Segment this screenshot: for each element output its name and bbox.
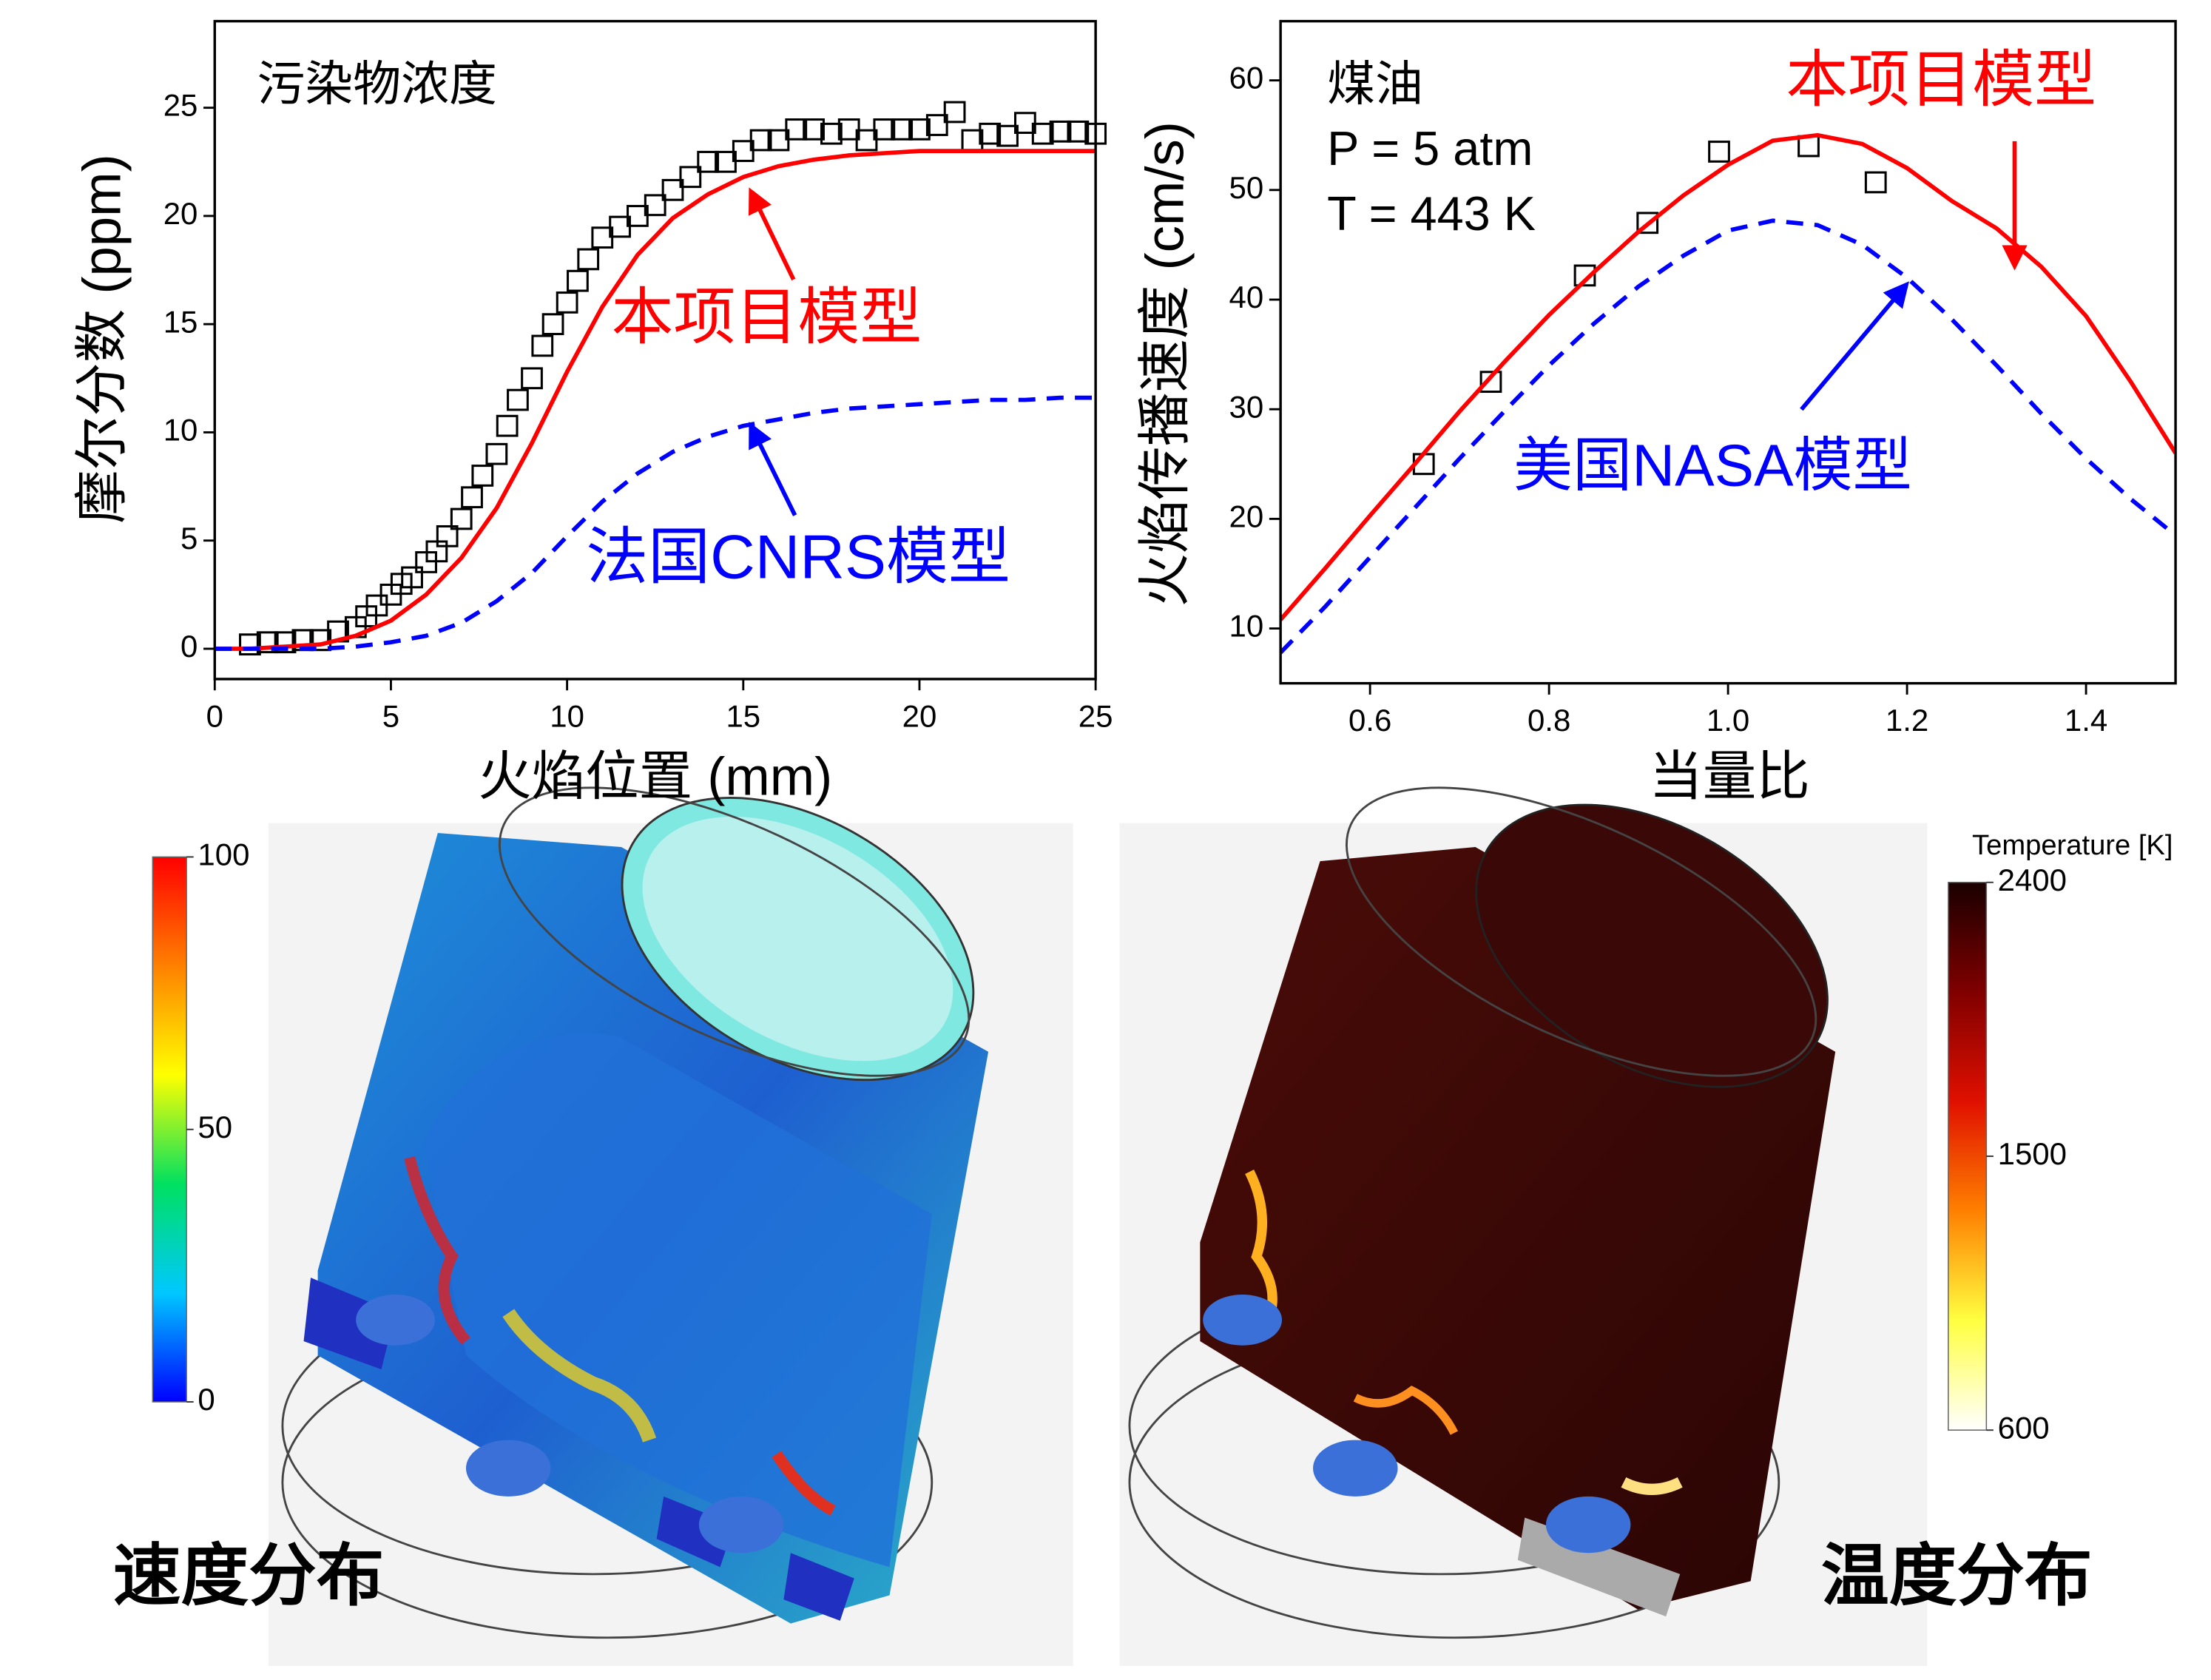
marker <box>1067 120 1090 143</box>
y-tick-label: 20 <box>163 196 198 231</box>
y-axis-label: 火焰传播速度 (cm/s) <box>1135 121 1195 607</box>
colorbar-tick-label: 0 <box>198 1382 215 1417</box>
x-tick-label: 1.0 <box>1707 703 1749 738</box>
x-axis-label: 火焰位置 (mm) <box>478 747 832 807</box>
y-tick-label: 20 <box>1229 499 1264 533</box>
marker <box>644 194 666 217</box>
colorbar-tick-label: 100 <box>198 837 249 871</box>
caption: 温度分布 <box>1821 1539 2092 1614</box>
marker <box>1479 371 1502 394</box>
marker <box>239 633 261 656</box>
marker <box>979 122 1002 145</box>
annotation: 法国CNRS模型 <box>586 522 1010 592</box>
annotation: 本项目模型 <box>612 282 922 351</box>
colorbar-tick-label: 2400 <box>1998 863 2067 897</box>
marker <box>471 465 494 487</box>
colorbar-tick-label: 1500 <box>1998 1136 2067 1171</box>
arrow <box>749 422 797 516</box>
marker <box>996 124 1019 147</box>
x-tick-label: 20 <box>902 698 937 733</box>
arrow <box>1800 281 1909 411</box>
marker <box>450 507 473 530</box>
y-tick-label: 25 <box>163 88 198 123</box>
y-tick-label: 60 <box>1229 61 1264 95</box>
marker <box>436 524 459 547</box>
marker <box>925 114 948 136</box>
marker <box>1636 212 1659 235</box>
marker <box>1708 141 1730 163</box>
marker <box>541 313 564 336</box>
line-series <box>215 149 1096 651</box>
marker <box>803 118 825 141</box>
marker <box>908 118 931 141</box>
y-tick-label: 30 <box>1229 389 1264 424</box>
marker <box>1864 171 1887 194</box>
x-tick-label: 0 <box>206 698 223 733</box>
line-series <box>215 395 1096 651</box>
x-axis-label: 当量比 <box>1649 747 1810 807</box>
plot-frame <box>213 19 1097 681</box>
x-tick-label: 0.6 <box>1348 703 1391 738</box>
y-axis-label: 摩尔分数 (ppm) <box>72 154 132 523</box>
colorbar-tick-label: 50 <box>198 1110 232 1144</box>
y-tick-label: 10 <box>1229 609 1264 644</box>
x-tick-label: 10 <box>550 698 584 733</box>
marker <box>1031 122 1054 145</box>
velocity-render <box>268 786 1073 1666</box>
temperature-render <box>1119 786 1928 1666</box>
marker <box>531 334 554 357</box>
marker <box>577 248 600 271</box>
marker <box>873 118 896 141</box>
annotation: 美国NASA模型 <box>1513 432 1912 499</box>
colorbar-tick-label: 600 <box>1998 1410 2050 1445</box>
annotation: P = 5 atm <box>1327 121 1533 175</box>
x-tick-label: 1.4 <box>2065 703 2107 738</box>
marker <box>507 388 529 411</box>
x-tick-label: 25 <box>1079 698 1113 733</box>
marker <box>679 166 702 189</box>
marker <box>1573 264 1596 287</box>
y-tick-label: 10 <box>163 413 198 448</box>
annotation: 煤油 <box>1327 56 1423 110</box>
marker <box>556 291 578 314</box>
arrow <box>748 187 796 281</box>
x-tick-label: 1.2 <box>1886 703 1928 738</box>
marker <box>820 122 843 145</box>
marker <box>943 101 966 124</box>
marker <box>697 150 720 173</box>
colorbar-title: Temperature [K] <box>1972 829 2173 861</box>
marker <box>496 414 519 437</box>
caption: 速度分布 <box>113 1539 384 1614</box>
x-tick-label: 5 <box>382 698 399 733</box>
marker <box>521 367 543 390</box>
marker <box>661 178 684 201</box>
marker <box>567 269 589 292</box>
marker <box>785 118 808 141</box>
annotation: 本项目模型 <box>1786 45 2096 115</box>
colorbar <box>152 856 187 1403</box>
y-tick-label: 40 <box>1229 280 1264 314</box>
marker <box>891 118 914 141</box>
marker <box>274 631 297 654</box>
plot-frame <box>1279 19 2177 685</box>
x-tick-label: 15 <box>726 698 760 733</box>
annotation: T = 443 K <box>1327 186 1536 240</box>
marker <box>256 631 279 654</box>
marker <box>401 566 423 589</box>
annotation: 污染物浓度 <box>257 56 497 110</box>
y-tick-label: 50 <box>1229 170 1264 205</box>
y-tick-label: 0 <box>180 629 198 664</box>
marker <box>485 442 508 465</box>
colorbar <box>1948 881 1988 1431</box>
line-series <box>1280 132 2176 621</box>
y-tick-label: 15 <box>163 304 198 339</box>
marker <box>461 486 483 509</box>
marker <box>1049 120 1072 143</box>
marker <box>749 129 772 152</box>
x-tick-label: 0.8 <box>1528 703 1570 738</box>
y-tick-label: 5 <box>180 521 198 556</box>
